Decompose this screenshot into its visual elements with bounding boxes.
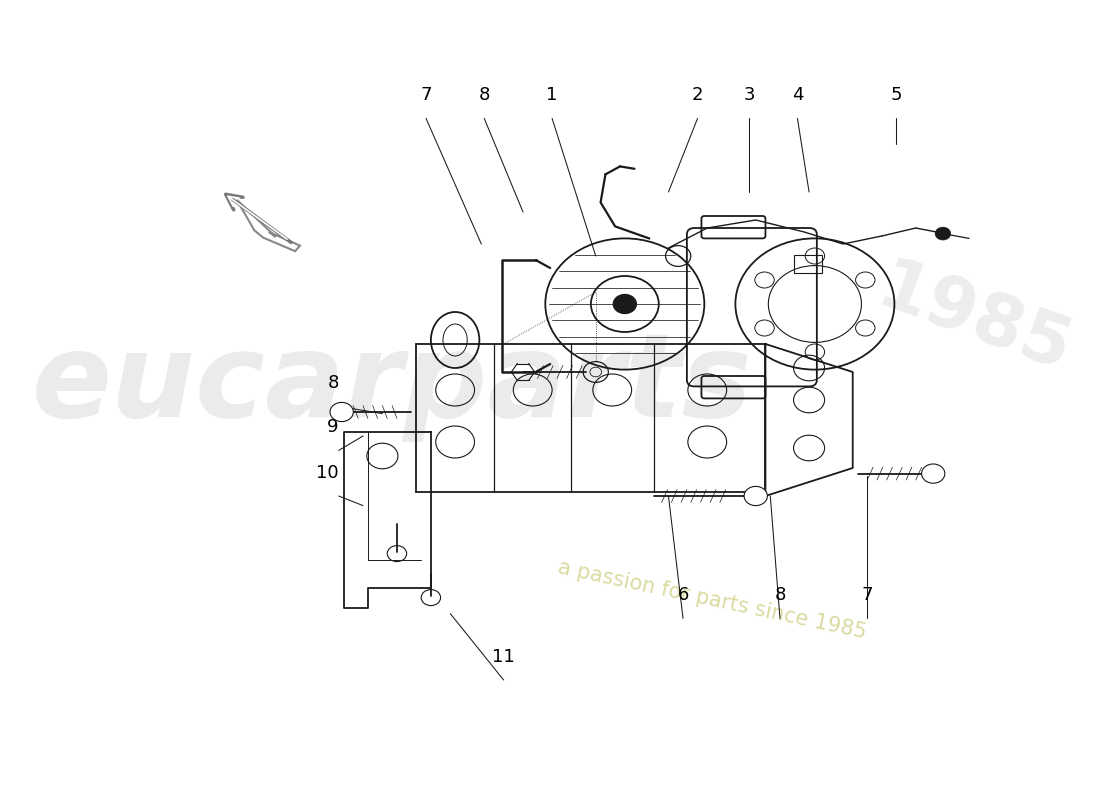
Text: 9: 9 <box>328 418 339 436</box>
Text: 4: 4 <box>792 86 803 104</box>
Text: a passion for parts since 1985: a passion for parts since 1985 <box>556 558 868 642</box>
Circle shape <box>613 294 637 314</box>
Text: 3: 3 <box>744 86 755 104</box>
Text: 8: 8 <box>328 374 339 392</box>
Circle shape <box>922 464 945 483</box>
Circle shape <box>928 470 938 478</box>
Text: 6: 6 <box>678 586 689 604</box>
Text: 7: 7 <box>420 86 432 104</box>
Text: 7: 7 <box>861 586 873 604</box>
Text: 11: 11 <box>492 648 515 666</box>
Circle shape <box>935 227 950 240</box>
Text: 10: 10 <box>316 463 339 482</box>
Text: 2: 2 <box>692 86 703 104</box>
Circle shape <box>744 486 768 506</box>
Text: 1985: 1985 <box>868 253 1080 387</box>
Text: 1: 1 <box>547 86 558 104</box>
Text: 8: 8 <box>478 86 490 104</box>
Text: 5: 5 <box>891 86 902 104</box>
Circle shape <box>330 402 353 422</box>
Text: 8: 8 <box>774 586 785 604</box>
Text: eucarparts: eucarparts <box>32 326 752 442</box>
